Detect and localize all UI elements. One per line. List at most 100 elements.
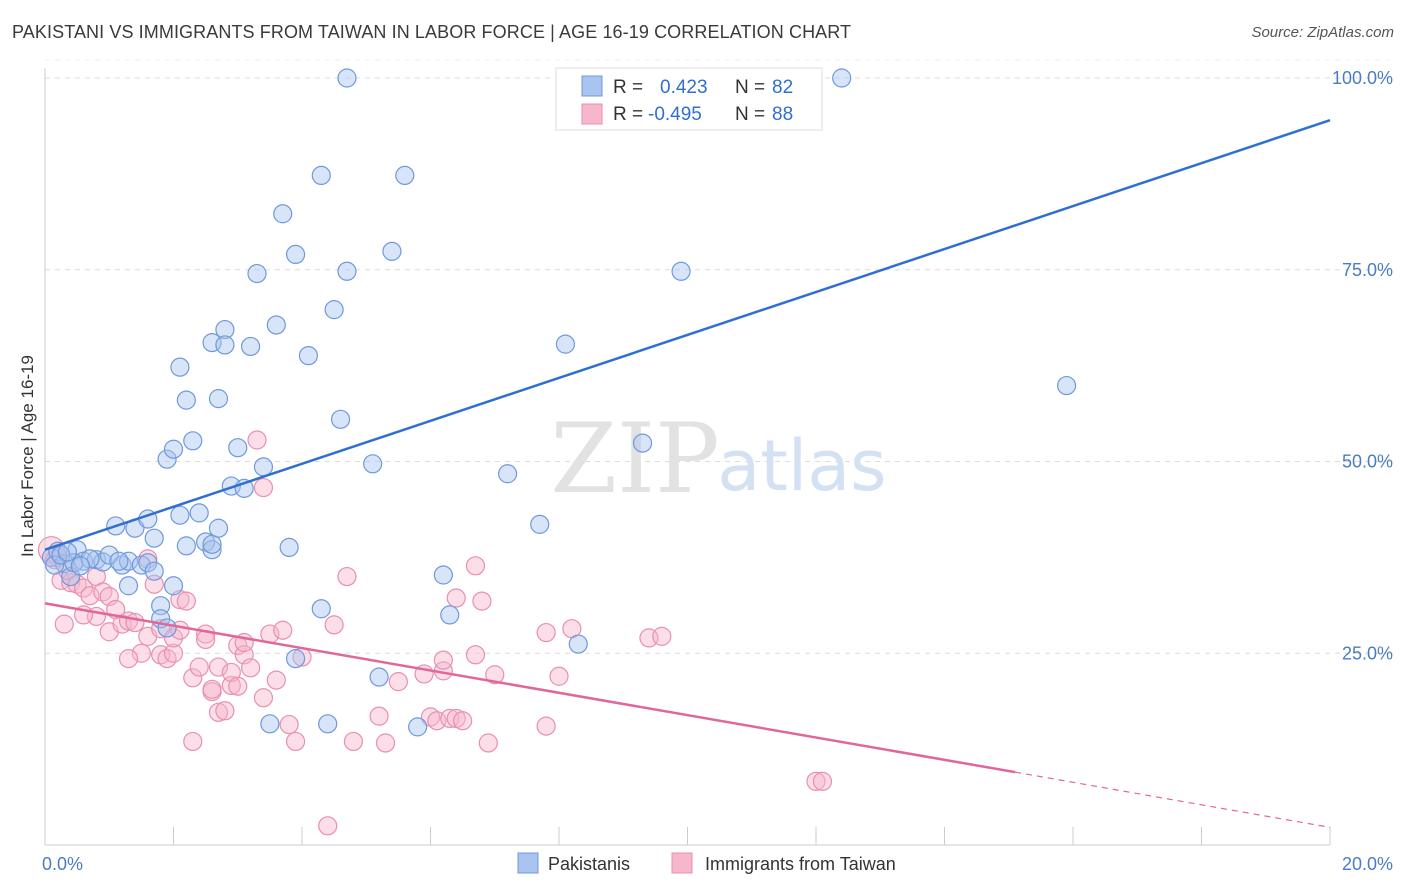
pakistanis-point-45 xyxy=(260,714,280,734)
immigrants-from-taiwan-point-7 xyxy=(73,578,94,598)
y-tick-label-2: 50.0% xyxy=(1342,452,1393,472)
y-tick-label-4: 100.0% xyxy=(1332,68,1393,88)
pakistanis-point-68 xyxy=(555,334,576,354)
immigrants-from-taiwan-point-47 xyxy=(253,688,274,708)
immigrants-from-taiwan-point-77 xyxy=(549,666,569,686)
immigrants-from-taiwan-point-24 xyxy=(157,649,177,669)
immigrants-from-taiwan-point-74 xyxy=(485,665,505,685)
pakistanis-point-28 xyxy=(176,390,196,410)
immigrants-from-taiwan-point-86 xyxy=(118,649,139,669)
immigrants-from-taiwan-point-26 xyxy=(163,628,184,648)
immigrants-from-taiwan-point-31 xyxy=(183,731,203,752)
pakistanis-point-29 xyxy=(183,431,203,451)
pakistanis-point-75 xyxy=(45,555,65,575)
immigrants-from-taiwan-point-39 xyxy=(221,675,241,696)
immigrants-from-taiwan-point-69 xyxy=(453,711,473,731)
legend-n-label-2: N = xyxy=(735,104,765,125)
legend-n-value-2: 88 xyxy=(772,104,793,125)
immigrants-from-taiwan-point-67 xyxy=(446,588,466,608)
immigrants-from-taiwan-point-55 xyxy=(324,615,344,635)
pakistanis-point-44 xyxy=(253,457,274,477)
immigrants-from-taiwan-point-29 xyxy=(176,591,196,611)
bottom-legend-swatch-pakistanis xyxy=(517,852,539,874)
immigrants-from-taiwan-point-72 xyxy=(472,591,492,611)
pakistanis-point-19 xyxy=(144,528,164,548)
pakistanis-point-64 xyxy=(433,565,453,585)
pakistanis-point-22 xyxy=(157,618,177,638)
pakistanis-point-73 xyxy=(832,68,852,88)
pakistanis-point-37 xyxy=(215,319,235,340)
pakistanis-point-50 xyxy=(285,649,306,669)
y-tick-label-3: 75.0% xyxy=(1342,260,1393,280)
trend-lines xyxy=(44,118,1331,828)
pakistanis-point-52 xyxy=(311,599,331,619)
pakistanis-point-43 xyxy=(247,263,267,284)
pakistanis-point-38 xyxy=(215,335,235,355)
pakistanis-point-35 xyxy=(208,518,229,538)
immigrants-from-taiwan-point-58 xyxy=(369,706,389,726)
pakistanis-point-24 xyxy=(157,449,177,469)
watermark: ZIP atlas xyxy=(550,403,886,515)
immigrants-from-taiwan-point-4 xyxy=(54,614,74,634)
immigrants-from-taiwan-point-32 xyxy=(189,657,209,677)
pakistanis-point-59 xyxy=(363,454,383,474)
immigrants-from-taiwan-point-51 xyxy=(273,620,293,640)
immigrants-from-taiwan-point-80 xyxy=(652,626,672,646)
immigrants-from-taiwan-point-71 xyxy=(465,556,486,576)
watermark-atlas: atlas xyxy=(717,425,886,507)
x-tick-label-2: 20.0% xyxy=(1342,854,1393,874)
immigrants-from-taiwan-point-21 xyxy=(144,574,164,594)
pakistanis-point-25 xyxy=(163,439,184,459)
chart-source: Source: ZipAtlas.com xyxy=(1251,24,1394,41)
immigrants-from-taiwan-point-60 xyxy=(388,672,408,692)
pakistanis-point-62 xyxy=(395,165,415,186)
immigrants-from-taiwan-point-17 xyxy=(125,612,145,633)
pakistanis-point-65 xyxy=(440,605,460,625)
immigrants-from-taiwan-point-36 xyxy=(208,657,229,677)
legend-r-value-2: -0.495 xyxy=(648,104,702,125)
pakistanis-point-33 xyxy=(202,534,222,554)
pakistanis-point-70 xyxy=(632,433,653,453)
immigrants-from-taiwan-trend-extension xyxy=(1015,771,1331,828)
pakistanis-point-20 xyxy=(151,596,171,616)
immigrants-from-taiwan-point-57 xyxy=(343,731,363,752)
bottom-legend: Pakistanis Immigrants from Taiwan xyxy=(517,852,896,874)
pakistanis-point-48 xyxy=(279,537,299,558)
immigrants-from-taiwan-point-53 xyxy=(285,731,306,752)
legend-r-label-2: R = xyxy=(613,104,643,125)
pakistanis-point-49 xyxy=(285,244,306,265)
immigrants-from-taiwan-point-73 xyxy=(478,733,498,753)
pakistanis-point-9 xyxy=(99,545,119,565)
axes xyxy=(44,68,1331,846)
immigrants-from-taiwan-point-38 xyxy=(215,701,235,721)
immigrants-from-taiwan-point-81 xyxy=(806,771,826,791)
immigrants-from-taiwan-point-25 xyxy=(163,643,184,663)
pakistanis-point-13 xyxy=(118,576,139,596)
x-tick-label-1: 0.0% xyxy=(42,854,83,874)
pakistanis-point-66 xyxy=(498,464,518,484)
pakistanis-point-61 xyxy=(382,241,402,261)
immigrants-from-taiwan-point-48 xyxy=(253,477,274,498)
legend-n-label-1: N = xyxy=(735,77,765,98)
pakistanis-point-23 xyxy=(163,576,184,596)
pakistanis-point-46 xyxy=(266,315,286,335)
pakistanis-point-55 xyxy=(324,300,344,320)
pakistanis-point-32 xyxy=(202,540,222,560)
pakistanis-point-54 xyxy=(318,714,338,734)
immigrants-from-taiwan-point-54 xyxy=(318,816,338,836)
immigrants-from-taiwan-point-46 xyxy=(247,430,267,450)
tick-labels: 25.0% 50.0% 75.0% 100.0% 0.0% 20.0% xyxy=(42,68,1393,874)
immigrants-from-taiwan-point-75 xyxy=(536,716,556,736)
legend-swatch-pakistanis xyxy=(581,75,603,97)
immigrants-from-taiwan-point-50 xyxy=(266,670,286,690)
legend-r-label-1: R = xyxy=(613,77,643,98)
bottom-legend-immigrants-from-taiwan: Immigrants from Taiwan xyxy=(705,854,896,874)
pakistanis-point-18 xyxy=(144,561,164,581)
pakistanis-point-69 xyxy=(568,634,588,654)
pakistanis-point-79 xyxy=(109,551,129,571)
pakistanis-point-51 xyxy=(298,346,319,366)
pakistanis-point-78 xyxy=(80,549,100,569)
bottom-legend-pakistanis: Pakistanis xyxy=(548,854,630,874)
pakistanis-point-12 xyxy=(118,551,139,571)
pakistanis-point-42 xyxy=(241,336,261,357)
